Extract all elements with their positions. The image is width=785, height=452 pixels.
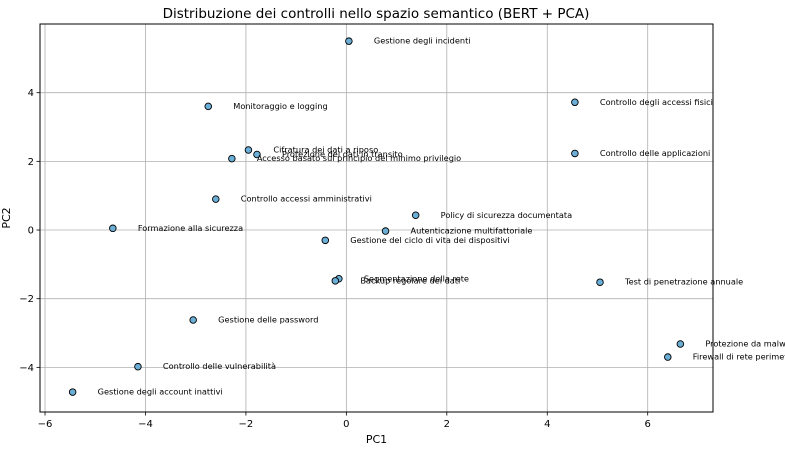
point-label: Monitoraggio e logging [233,101,327,111]
data-point [411,211,420,220]
data-point [204,102,212,111]
point-label: Controllo delle applicazioni [600,148,710,158]
point-label: Protezione dei dati in transito [282,149,403,159]
x-tick-label: 0 [343,419,349,430]
point-label: Controllo accessi amministrativi [241,194,372,204]
point-label: Gestione del ciclo di vita dei dispositi… [350,235,509,245]
data-point [212,195,220,203]
y-tick-label: 4 [28,88,34,99]
x-axis-label: PC1 [366,433,387,446]
point-label: Controllo delle vulnerabilità [163,361,276,371]
data-point [253,150,261,159]
plot-area-frame [39,23,714,413]
chart-title: Distribuzione dei controlli nello spazio… [163,6,590,22]
point-label: Test di penetrazione annuale [624,277,743,287]
x-tick-label: 4 [544,419,550,430]
point-label: Accesso basato sul principio del minimo … [257,153,461,163]
x-tick-label: −6 [38,419,53,430]
axis-ticks: −6 −4 −2 0 2 4 6 −4 −2 0 2 4 [19,88,651,430]
data-point [321,236,330,245]
point-label: Gestione delle password [218,314,318,324]
data-point [596,278,604,286]
point-label: Cifratura dei dati a riposo [273,145,378,155]
data-point [68,388,77,396]
point-label: Protezione da malware [705,339,785,349]
point-label: Policy di sicurezza documentata [441,210,572,220]
data-point [345,37,353,45]
data-point [189,316,197,324]
y-tick-label: 2 [28,157,34,168]
point-label: Autenticazione multifattoriale [411,226,533,236]
y-tick-label: −2 [19,294,34,305]
y-axis-label: PC2 [0,207,13,228]
data-point [571,98,579,107]
x-tick-label: 2 [444,419,450,430]
x-tick-label: −2 [239,419,254,430]
data-point [571,149,579,158]
point-label: Controllo degli accessi fisici [600,97,713,107]
data-point [676,340,685,348]
data-point [244,146,253,154]
point-label: Segmentazione della rete [364,273,469,283]
point-label: Backup regolare dei dati [360,275,460,285]
y-tick-label: 0 [28,226,34,237]
point-label: Gestione degli account inattivi [98,387,223,397]
data-point [109,224,117,233]
point-label: Firewall di rete perimetrale [693,352,785,362]
point-labels: Gestione degli incidenti Monitoraggio e l… [98,36,785,397]
data-point [381,227,390,235]
point-label: Gestione degli incidenti [374,36,471,46]
x-tick-label: −4 [138,419,153,430]
data-points [68,37,685,396]
x-tick-label: 6 [645,419,651,430]
point-label: Formazione alla sicurezza [138,223,243,233]
data-point [228,154,236,163]
y-tick-label: −4 [19,363,34,374]
data-point [331,277,340,285]
data-point [664,353,672,361]
data-point [134,362,142,371]
grid-lines [40,24,713,412]
